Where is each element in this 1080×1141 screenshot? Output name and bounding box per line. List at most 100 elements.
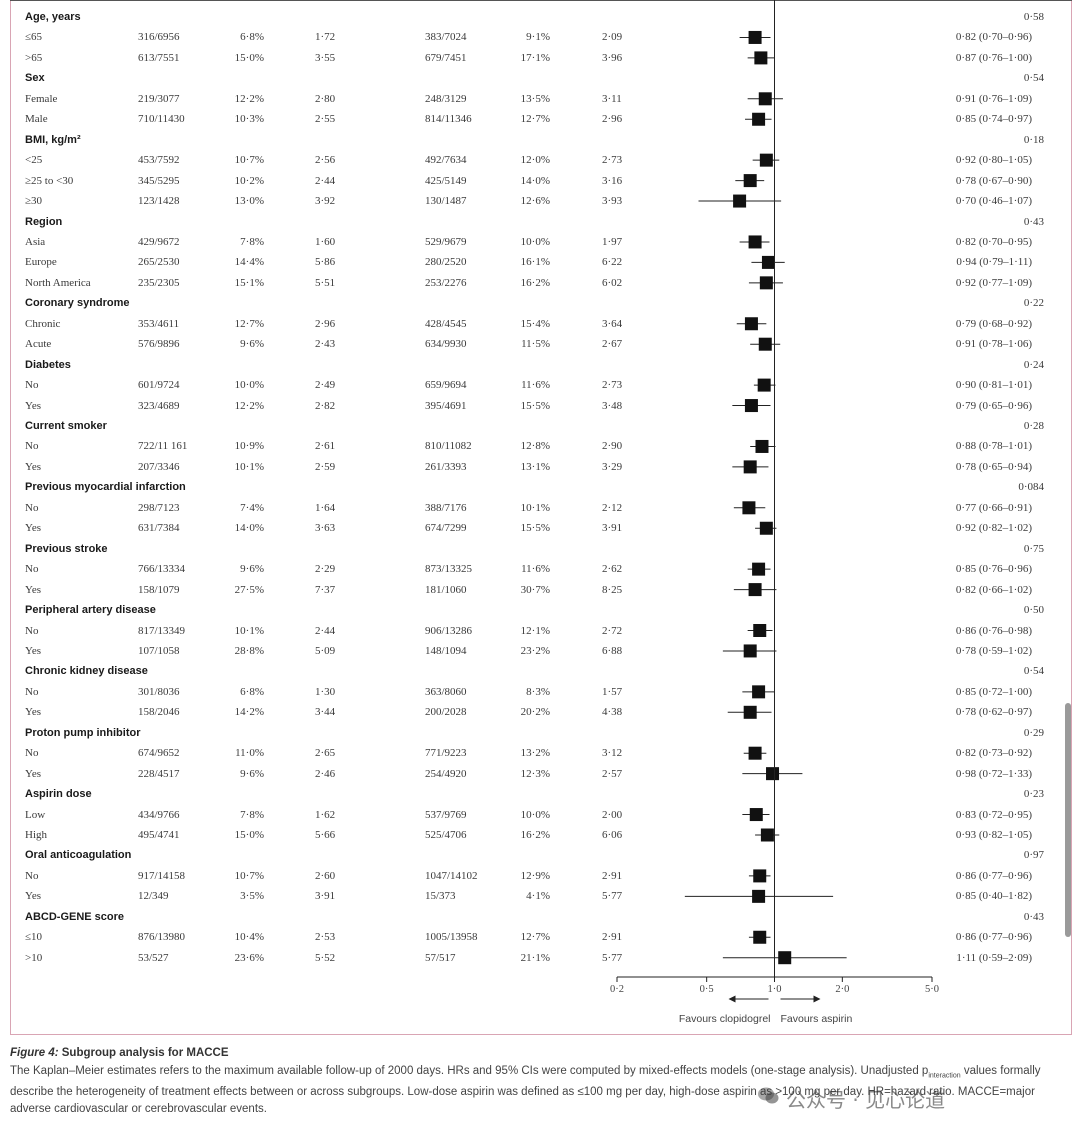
clopidogrel-rate: 2·56 — [315, 154, 336, 167]
subgroup-heading: Oral anticoagulation — [25, 849, 132, 862]
clopidogrel-km-estimate: 9·6% — [240, 563, 264, 576]
clopidogrel-km-estimate: 10·9% — [234, 440, 264, 453]
hr-marker — [743, 460, 757, 474]
aspirin-km-estimate: 12·3% — [520, 767, 550, 780]
aspirin-events: 148/1094 — [425, 644, 467, 657]
subgroup-label: Yes — [25, 706, 42, 719]
clopidogrel-km-estimate: 14·4% — [234, 256, 264, 269]
clopidogrel-rate: 5·86 — [315, 256, 336, 269]
subgroup-heading: Peripheral artery disease — [25, 604, 156, 617]
clopidogrel-rate: 3·92 — [315, 195, 336, 208]
aspirin-rate: 2·91 — [602, 931, 623, 944]
aspirin-km-estimate: 10·0% — [520, 808, 550, 821]
subgroup-label: >10 — [25, 951, 43, 964]
clopidogrel-events: 817/13349 — [138, 624, 186, 637]
subgroup-label: Asia — [25, 235, 46, 248]
x-tick-label: 0·5 — [700, 984, 714, 995]
aspirin-km-estimate: 13·1% — [520, 460, 550, 473]
aspirin-events: 248/3129 — [425, 92, 467, 105]
p-interaction-value: 0·58 — [1023, 11, 1044, 23]
aspirin-km-estimate: 12·7% — [520, 931, 550, 944]
clopidogrel-km-estimate: 23·6% — [234, 951, 264, 964]
aspirin-rate: 2·90 — [602, 440, 623, 453]
subgroup-label: No — [25, 747, 39, 760]
clopidogrel-events: 495/4741 — [138, 829, 180, 841]
aspirin-km-estimate: 15·5% — [520, 522, 550, 535]
aspirin-rate: 5·77 — [602, 890, 623, 903]
favours-left-label: Favours clopidogrel — [679, 1013, 771, 1025]
aspirin-rate: 2·67 — [602, 338, 623, 351]
hazard-ratio-text: 0·82 (0·73–0·92) — [955, 747, 1032, 760]
clopidogrel-rate: 3·63 — [315, 522, 336, 535]
aspirin-rate: 6·88 — [602, 644, 623, 657]
aspirin-events: 181/1060 — [425, 583, 467, 596]
p-interaction-value: 0·24 — [1023, 358, 1044, 371]
hazard-ratio-text: 0·78 (0·67–0·90) — [955, 174, 1032, 187]
clopidogrel-events: 301/8036 — [138, 685, 180, 698]
hr-marker — [748, 30, 762, 44]
wechat-icon — [758, 1087, 779, 1104]
aspirin-km-estimate: 10·0% — [520, 235, 550, 248]
subgroup-label: Yes — [25, 767, 42, 780]
p-interaction-value: 0·22 — [1023, 297, 1044, 310]
subgroup-label: Low — [25, 808, 46, 821]
hazard-ratio-text: 0·92 (0·77–1·09) — [955, 276, 1032, 289]
subgroup-label: No — [25, 869, 39, 882]
clopidogrel-km-estimate: 6·8% — [240, 31, 264, 44]
hazard-ratio-text: 0·90 (0·81–1·01) — [955, 379, 1032, 392]
clopidogrel-events: 53/527 — [138, 951, 169, 964]
hazard-ratio-text: 0·85 (0·40–1·82) — [955, 890, 1032, 903]
aspirin-km-estimate: 12·1% — [520, 624, 550, 637]
aspirin-km-estimate: 30·7% — [520, 583, 550, 596]
aspirin-rate: 3·93 — [602, 195, 623, 208]
clopidogrel-km-estimate: 11·0% — [235, 747, 264, 760]
aspirin-events: 1005/13958 — [425, 931, 478, 944]
aspirin-events: 15/373 — [425, 890, 456, 903]
hr-marker — [758, 92, 772, 106]
subgroup-label: No — [25, 624, 39, 637]
hazard-ratio-text: 0·91 (0·78–1·06) — [955, 338, 1032, 351]
caption-figure-label: Figure 4: — [10, 1047, 59, 1059]
scrollbar-thumb[interactable] — [1065, 703, 1071, 937]
aspirin-events: 395/4691 — [425, 399, 467, 412]
hr-marker — [748, 583, 762, 597]
aspirin-events: 57/517 — [425, 951, 456, 964]
clopidogrel-rate: 2·46 — [315, 767, 336, 780]
hr-marker — [748, 235, 762, 249]
hazard-ratio-text: 0·86 (0·77–0·96) — [955, 869, 1032, 882]
aspirin-rate: 1·57 — [602, 685, 623, 698]
subgroup-heading: Age, years — [25, 11, 81, 23]
subgroup-label: No — [25, 379, 39, 392]
clopidogrel-events: 12/349 — [138, 890, 169, 903]
clopidogrel-rate: 2·29 — [315, 563, 336, 576]
aspirin-km-estimate: 13·2% — [520, 747, 550, 760]
hazard-ratio-text: 0·85 (0·72–1·00) — [955, 685, 1032, 698]
aspirin-rate: 6·06 — [602, 829, 623, 841]
clopidogrel-rate: 2·80 — [315, 92, 336, 105]
clopidogrel-km-estimate: 6·8% — [240, 685, 264, 698]
subgroup-heading: Previous myocardial infarction — [25, 481, 186, 494]
clopidogrel-events: 917/14158 — [138, 869, 186, 882]
hr-marker — [733, 194, 747, 208]
subgroup-heading: Coronary syndrome — [25, 297, 130, 310]
clopidogrel-km-estimate: 15·0% — [234, 829, 264, 841]
hazard-ratio-text: 0·82 (0·70–0·96) — [955, 31, 1032, 44]
aspirin-rate: 6·02 — [602, 276, 623, 289]
hr-marker — [742, 501, 756, 515]
clopidogrel-events: 316/6956 — [138, 31, 180, 44]
hr-marker — [761, 255, 775, 269]
subgroup-label: Yes — [25, 522, 42, 535]
aspirin-km-estimate: 23·2% — [520, 644, 550, 657]
subgroup-label: ≤65 — [25, 31, 43, 44]
subgroup-label: No — [25, 563, 39, 576]
clopidogrel-events: 219/3077 — [138, 92, 180, 105]
aspirin-km-estimate: 13·5% — [520, 92, 550, 105]
subgroup-label: Yes — [25, 583, 42, 596]
aspirin-rate: 3·29 — [602, 460, 623, 473]
clopidogrel-events: 710/11430 — [138, 113, 185, 126]
clopidogrel-rate: 1·30 — [315, 685, 336, 698]
hazard-ratio-text: 0·93 (0·82–1·05) — [955, 829, 1032, 841]
aspirin-rate: 4·38 — [602, 706, 623, 719]
clopidogrel-rate: 2·55 — [315, 113, 336, 126]
subgroup-label: No — [25, 501, 39, 514]
